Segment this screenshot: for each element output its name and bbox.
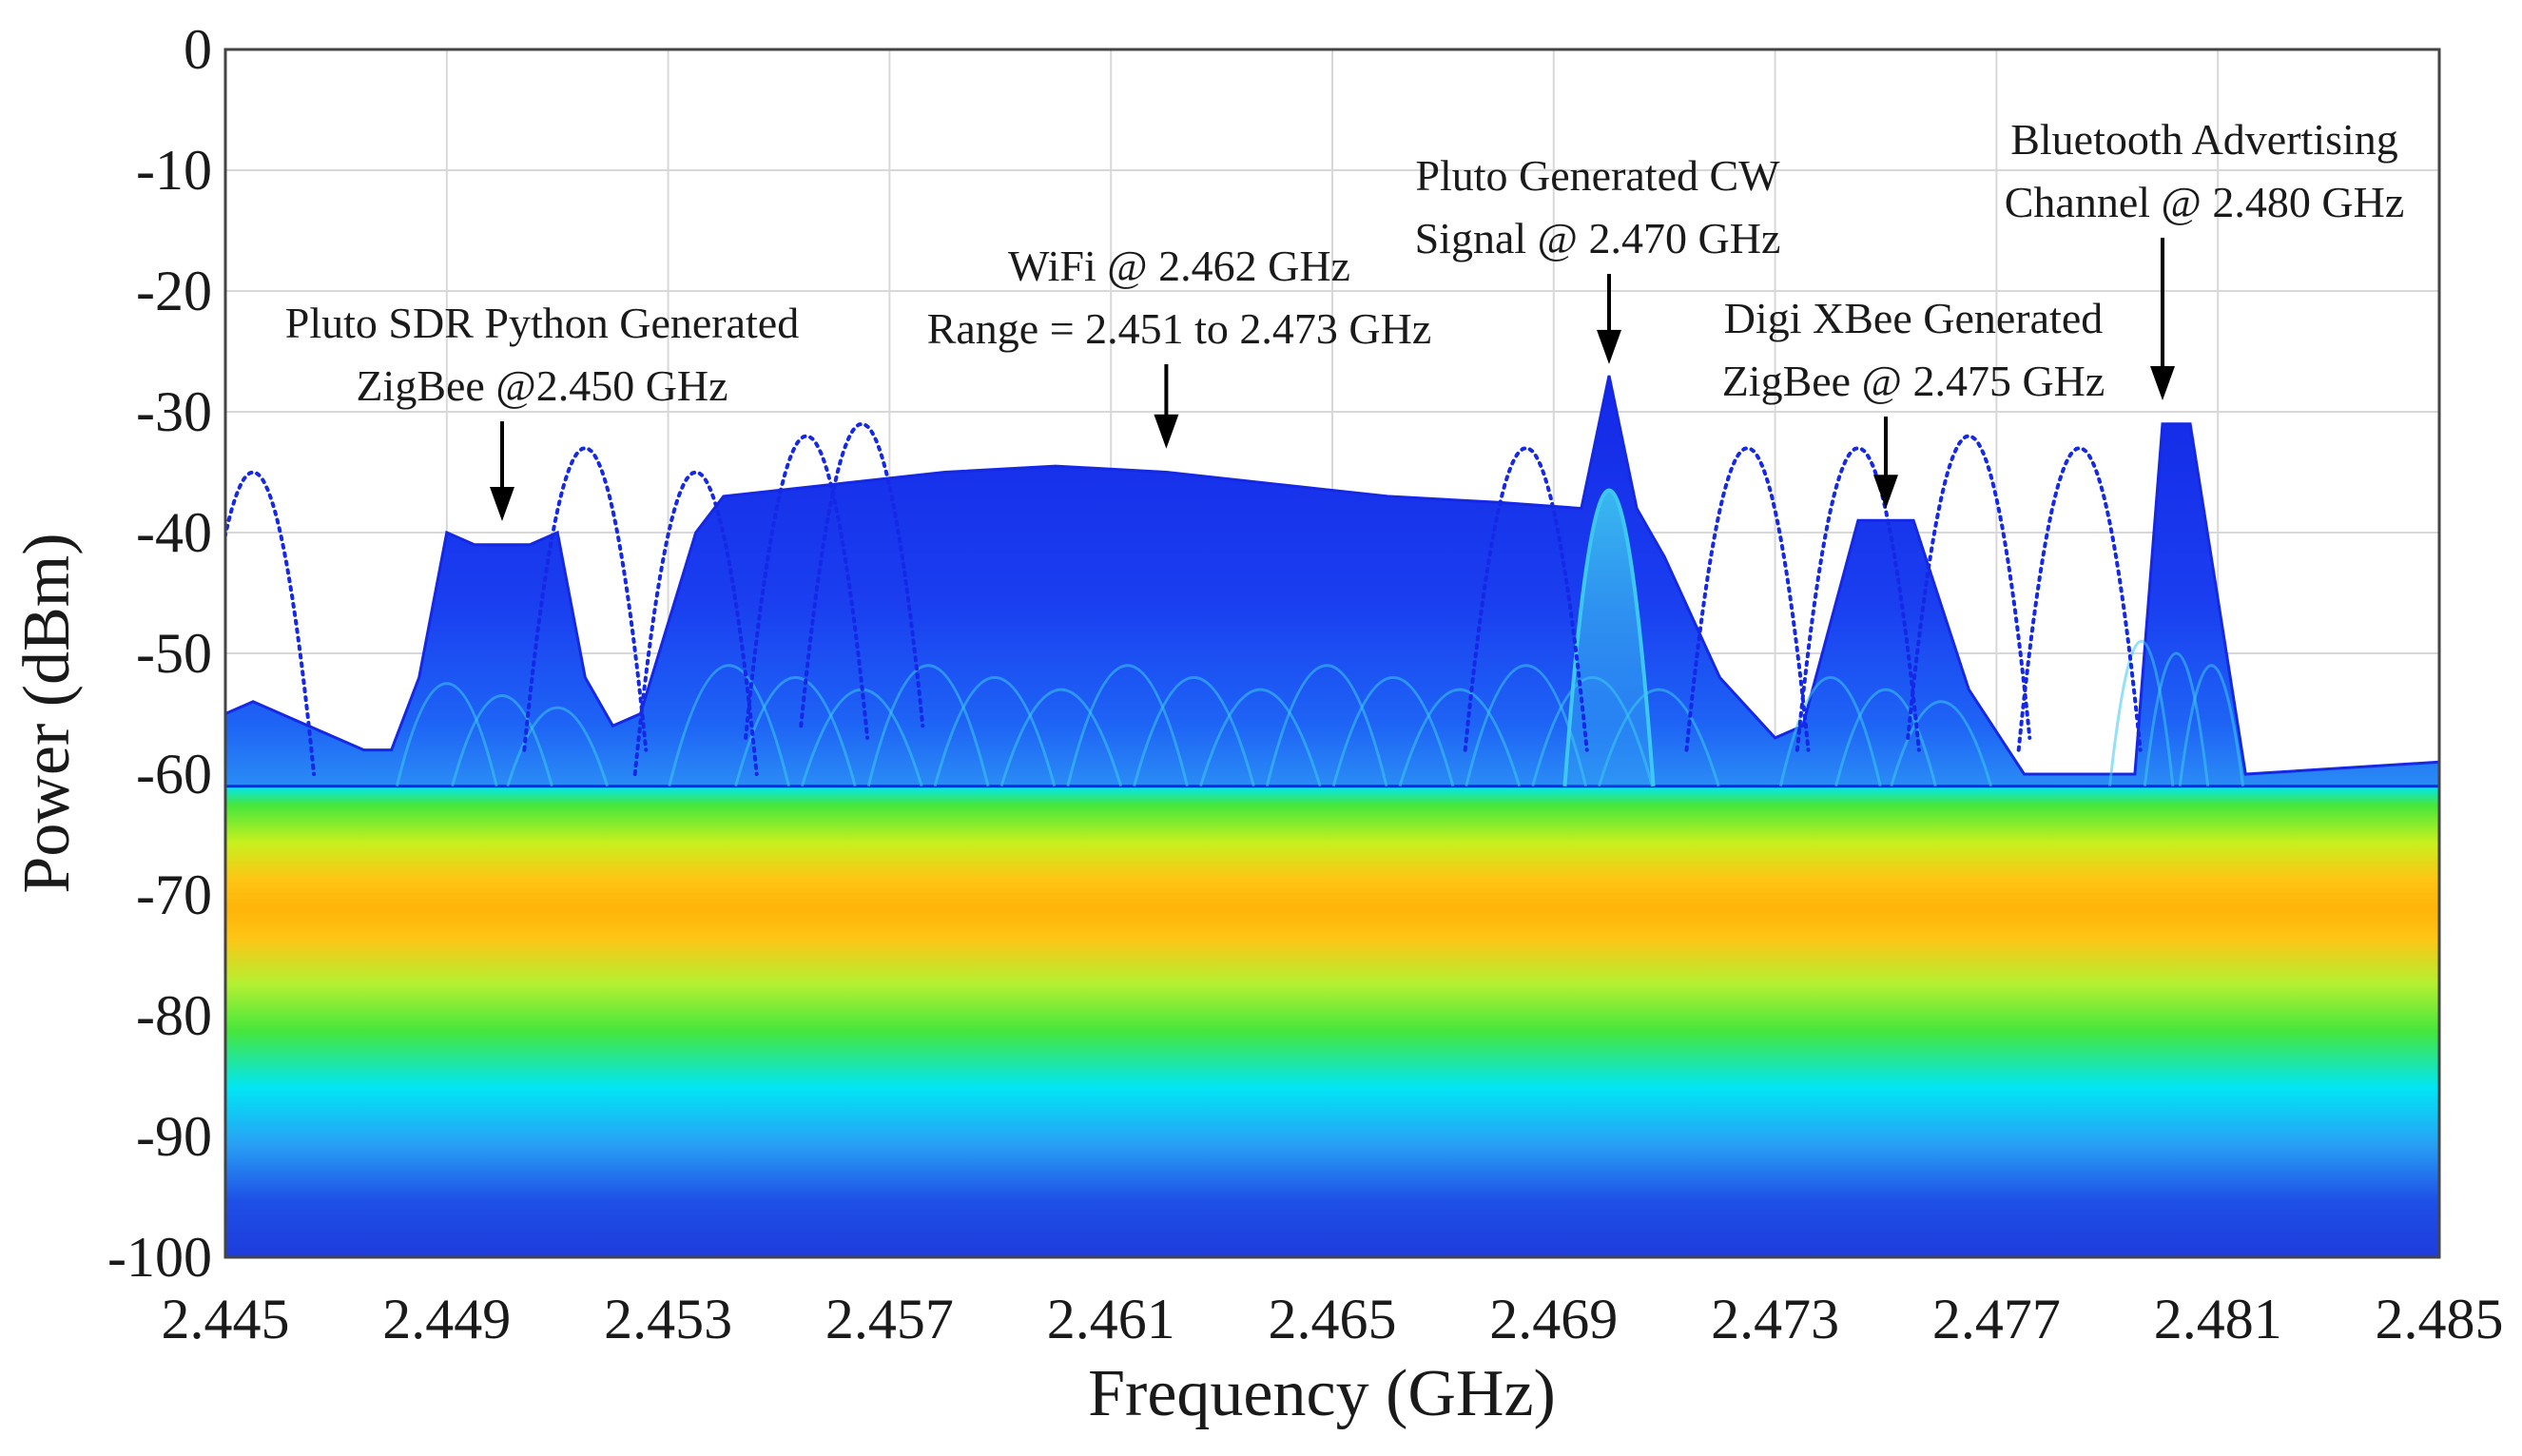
annotation-text: Bluetooth Advertising [2010, 115, 2398, 164]
signal-lobe [866, 664, 990, 787]
signal-lobe [734, 676, 857, 787]
annotation-text: Pluto SDR Python Generated [285, 299, 799, 347]
hopping-trace [632, 470, 759, 776]
y-tick-label: -90 [136, 1105, 212, 1168]
signal-lobe [395, 682, 498, 787]
annotation-arrowhead [1154, 414, 1179, 449]
noise-floor-band [225, 786, 2439, 1257]
annotation-text: Signal @ 2.470 GHz [1415, 214, 1781, 262]
x-axis-title: Frequency (GHz) [1088, 1357, 1556, 1430]
annotation: Pluto Generated CW Signal @ 2.470 GHz [1415, 151, 1781, 364]
cw-spike [1562, 488, 1656, 786]
x-tick-label: 2.473 [1711, 1288, 1839, 1350]
y-tick-label: -70 [136, 864, 212, 926]
annotation-text: WiFi @ 2.462 GHz [1008, 242, 1350, 290]
annotation-text: ZigBee @2.450 GHz [356, 361, 728, 410]
signal-lobe [1398, 688, 1522, 787]
y-tick-label: -60 [136, 743, 212, 806]
y-tick-label: -40 [136, 501, 212, 564]
plot-frame [223, 48, 2441, 1259]
x-tick-label: 2.477 [1932, 1288, 2061, 1350]
signal-lobe [2143, 651, 2210, 786]
hopping-trace [1794, 446, 1921, 752]
signal-lobe [1834, 688, 1937, 787]
signal-envelope [225, 375, 2439, 788]
signal-lobe [1133, 676, 1255, 787]
annotation-arrowhead [2150, 366, 2175, 400]
y-tick-label: -100 [107, 1226, 212, 1289]
x-tick-label: 2.485 [2376, 1288, 2504, 1350]
hopping-trace [522, 446, 649, 752]
hopping-trace [1463, 446, 1589, 752]
y-tick-label: -20 [136, 260, 212, 322]
hopping-trace [799, 421, 925, 728]
y-tick-label: -80 [136, 984, 212, 1047]
signal-lobe [933, 676, 1057, 787]
signal-lobe [451, 693, 553, 787]
x-tick-label: 2.449 [382, 1288, 511, 1350]
annotation-text: Pluto Generated CW [1415, 151, 1780, 200]
hopping-trace [2016, 446, 2143, 752]
signal-lobe [2108, 640, 2175, 786]
annotation-arrowhead [1597, 329, 1621, 364]
x-tick-label: 2.445 [162, 1288, 290, 1350]
annotation-arrowhead [490, 487, 514, 521]
y-tick-label: -30 [136, 380, 212, 443]
annotation-text: Channel @ 2.480 GHz [2005, 178, 2405, 226]
signal-lobe [1778, 676, 1882, 787]
x-tick-label: 2.461 [1047, 1288, 1175, 1350]
signal-lobe [2178, 664, 2245, 786]
y-axis-title: Power (dBm) [10, 533, 84, 893]
annotation: Pluto SDR Python Generated ZigBee @2.450 … [285, 299, 799, 521]
x-tick-label: 2.453 [604, 1288, 732, 1350]
signal-lobe [1066, 664, 1189, 787]
x-tick-label: 2.469 [1489, 1288, 1618, 1350]
signal-lobe [1265, 664, 1388, 787]
annotation: Digi XBee Generated ZigBee @ 2.475 GHz [1722, 294, 2105, 510]
hopping-trace [1906, 434, 2032, 740]
x-tick-label: 2.457 [825, 1288, 954, 1350]
x-tick-label: 2.481 [2154, 1288, 2282, 1350]
hopping-trace [225, 470, 317, 776]
y-tick-label: -50 [136, 622, 212, 685]
y-tick-label: -10 [136, 139, 212, 202]
annotation-text: ZigBee @ 2.475 GHz [1722, 357, 2105, 405]
signal-lobe [506, 706, 610, 787]
signal-lobe [999, 688, 1123, 787]
y-tick-label: 0 [184, 18, 212, 81]
hopping-trace [744, 434, 870, 740]
signal-lobe [1890, 700, 1993, 787]
x-tick-label: 2.465 [1269, 1288, 1397, 1350]
hopping-trace [1684, 446, 1811, 752]
annotation-text: Range = 2.451 to 2.473 GHz [927, 304, 1432, 353]
signal-lobe [1331, 676, 1455, 787]
annotation-text: Digi XBee Generated [1724, 294, 2104, 342]
annotation-arrowhead [1873, 475, 1898, 510]
annotation: Bluetooth Advertising Channel @ 2.480 GHz [2005, 115, 2405, 400]
annotation: WiFi @ 2.462 GHz Range = 2.451 to 2.473 G… [927, 242, 1432, 449]
signal-lobe [668, 664, 790, 787]
signal-lobe [1199, 688, 1322, 787]
